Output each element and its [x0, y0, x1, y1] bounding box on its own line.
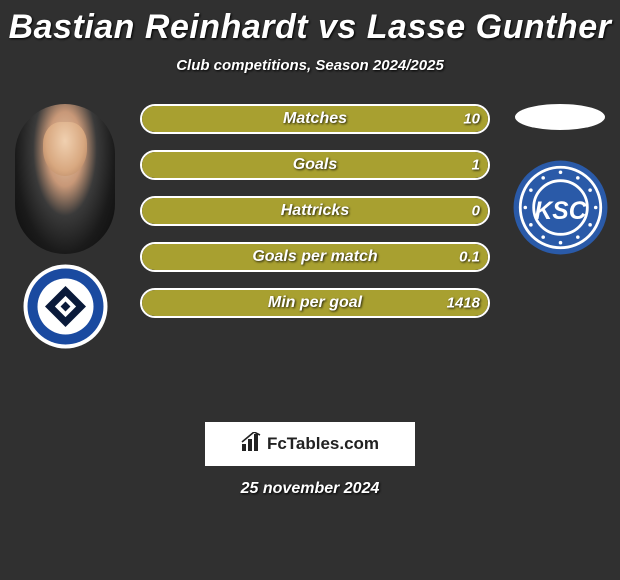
hsv-badge-icon	[23, 264, 108, 349]
player-left-photo	[15, 104, 115, 254]
stat-value-right: 0.1	[459, 249, 480, 266]
footer-brand: FcTables.com	[205, 422, 415, 466]
stat-label: Matches	[140, 110, 490, 128]
stat-row: Matches10	[140, 104, 490, 134]
page-subtitle: Club competitions, Season 2024/2025	[0, 57, 620, 74]
date-text: 25 november 2024	[0, 480, 620, 498]
stat-value-right: 10	[463, 111, 480, 128]
stat-label: Hattricks	[140, 202, 490, 220]
stat-value-right: 0	[472, 203, 480, 220]
right-player-column: KSC	[500, 104, 620, 404]
stat-row: Goals1	[140, 150, 490, 180]
player-left-club-badge	[23, 264, 108, 349]
stat-label: Goals per match	[140, 248, 490, 266]
comparison-content: KSC Matches10Goals1Hattricks0Goals per m…	[0, 104, 620, 404]
svg-text:KSC: KSC	[534, 198, 587, 225]
stat-value-right: 1	[472, 157, 480, 174]
stat-label: Goals	[140, 156, 490, 174]
player-right-club-badge: KSC	[518, 160, 603, 245]
stat-value-right: 1418	[447, 295, 480, 312]
stat-row: Hattricks0	[140, 196, 490, 226]
page-title: Bastian Reinhardt vs Lasse Gunther	[0, 0, 620, 47]
stat-row: Min per goal1418	[140, 288, 490, 318]
chart-icon	[241, 432, 263, 457]
stat-label: Min per goal	[140, 294, 490, 312]
player-right-photo-placeholder	[515, 104, 605, 130]
stat-bars: Matches10Goals1Hattricks0Goals per match…	[140, 104, 490, 334]
left-player-column	[0, 104, 130, 404]
ksc-badge-icon: KSC	[513, 160, 608, 255]
footer-brand-text: FcTables.com	[267, 434, 379, 454]
stat-row: Goals per match0.1	[140, 242, 490, 272]
